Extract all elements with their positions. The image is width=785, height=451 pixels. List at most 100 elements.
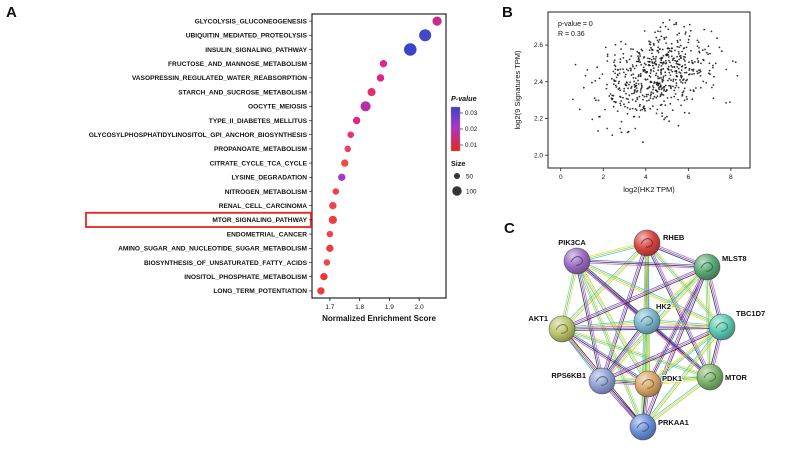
- pathway-label: AMINO_SUGAR_AND_NUCLEOTIDE_SUGAR_METABOL…: [118, 246, 307, 253]
- protein-structure-glyph: [640, 238, 654, 248]
- pathway-label: RENAL_CELL_CARCINOMA: [219, 203, 308, 210]
- x-tick-label: 2.0: [415, 304, 424, 311]
- enrichment-dot: [328, 215, 337, 224]
- enrichment-dot: [323, 259, 331, 266]
- pathway-label: CITRATE_CYCLE_TCA_CYCLE: [210, 160, 308, 167]
- pathway-label: ENDOMETRIAL_CANCER: [227, 231, 307, 238]
- x-tick-label: 1.8: [355, 304, 364, 311]
- network-node-HK2: [633, 307, 661, 335]
- plot-frame: [311, 13, 447, 299]
- pathway-label: STARCH_AND_SUCROSE_METABOLISM: [178, 89, 307, 96]
- enrichment-dot: [376, 74, 385, 82]
- pvalue-tick-label: 0.01: [465, 142, 478, 149]
- protein-structure-glyph: [570, 256, 584, 266]
- panel-c-letter: C: [504, 220, 515, 237]
- network-node-PIK3CA: [563, 247, 591, 275]
- network-node-label: PRKAA1: [658, 418, 689, 427]
- pathway-label: MTOR_SIGNALING_PATHWAY: [212, 217, 307, 224]
- network-node-label: TBC1D7: [736, 309, 765, 318]
- pathway-label: UBIQUITIN_MEDIATED_PROTEOLYSIS: [186, 33, 308, 40]
- enrichment-dot: [352, 116, 361, 125]
- x-tick-label: 1.7: [325, 304, 334, 311]
- x-tick-label: 8: [729, 174, 733, 181]
- network-node-MLST8: [693, 253, 721, 281]
- enrichment-dot: [360, 101, 371, 112]
- protein-structure-glyph: [555, 324, 569, 334]
- enrichment-dot: [347, 131, 354, 138]
- pathway-label: BIOSYNTHESIS_OF_UNSATURATED_FATTY_ACIDS: [144, 260, 308, 267]
- enrichment-dots: [317, 16, 442, 295]
- svg-text:p-value = 0: p-value = 0: [558, 21, 593, 28]
- x-axis-title: log2(HK2 TPM): [623, 185, 675, 194]
- size-legend-title: Size: [451, 159, 465, 168]
- x-axis-title: Normalized Enrichment Score: [322, 314, 436, 323]
- pathway-label: NITROGEN_METABOLISM: [225, 189, 308, 196]
- protein-structure-glyph: [595, 376, 609, 386]
- pathway-labels: GLYCOLYSIS_GLUCONEOGENESIS UBIQUITIN_MEDI…: [89, 18, 312, 295]
- network-node-labels: RHEB PIK3CA MLST8 AKT1 HK2 TBC1D7 RPS6KB1 PDK1 M…: [527, 232, 766, 428]
- enrichment-dotplot-chart: GLYCOLYSIS_GLUCONEOGENESIS UBIQUITIN_MEDI…: [85, 13, 478, 323]
- enrichment-dot: [329, 202, 337, 210]
- network-node-RHEB: [633, 229, 661, 257]
- y-tick-label: 2.4: [534, 79, 543, 86]
- network-node-label: RPS6KB1: [551, 371, 586, 380]
- size-legend-label: 100: [466, 188, 477, 195]
- enrichment-dot: [367, 88, 376, 97]
- network-edges: [560, 241, 724, 429]
- protein-interaction-network: RHEB PIK3CA MLST8 AKT1 HK2 TBC1D7 RPS6KB1 PDK1 M…: [527, 229, 766, 441]
- x-tick-label: 0: [559, 174, 563, 181]
- enrichment-dot: [338, 173, 346, 181]
- pathway-label: GLYCOLYSIS_GLUCONEOGENESIS: [195, 18, 308, 25]
- enrichment-dot: [344, 145, 351, 153]
- panel-a-letter: A: [6, 4, 17, 21]
- pathway-label: GLYCOSYLPHOSPHATIDYLINOSITOL_GPI_ANCHOR_…: [89, 132, 308, 139]
- network-node-label: PDK1: [662, 374, 682, 383]
- protein-structure-glyph: [700, 262, 714, 272]
- pathway-label: PROPANOATE_METABOLISM: [214, 146, 308, 153]
- enrichment-dot: [326, 244, 334, 252]
- protein-structure-glyph: [641, 379, 655, 389]
- pvalue-colorbar: [450, 106, 461, 152]
- network-node-label: AKT1: [528, 314, 548, 323]
- enrichment-dot: [403, 43, 417, 56]
- y-tick-label: 2.2: [534, 116, 543, 123]
- enrichment-dot: [332, 188, 340, 195]
- network-node-label: RHEB: [663, 233, 685, 242]
- stats-annotation: p-value = 0 R = 0.36: [558, 21, 593, 38]
- pathway-label: OOCYTE_MEIOSIS: [248, 104, 308, 111]
- pvalue-legend-title: P-value: [451, 94, 477, 103]
- pathway-label: FRUCTOSE_AND_MANNOSE_METABOLISM: [168, 61, 307, 68]
- enrichment-dot: [317, 287, 325, 295]
- protein-structure-glyph: [703, 372, 717, 382]
- enrichment-dot: [320, 273, 328, 281]
- protein-structure-glyph: [715, 322, 729, 332]
- pathway-label: INOSITOL_PHOSPHATE_METABOLISM: [184, 274, 307, 281]
- network-node-PRKAA1: [629, 413, 657, 441]
- correlation-scatter-chart: 0 2 4 6 8 2.0 2.2 2.4 2.6 log2(HK2 TPM) log2(9 Sig…: [513, 11, 751, 194]
- pathway-label: INSULIN_SIGNALING_PATHWAY: [205, 47, 307, 54]
- network-node-PDK1: [634, 370, 662, 398]
- svg-text:R = 0.36: R = 0.36: [558, 31, 585, 38]
- size-legend-dot: [452, 186, 462, 196]
- scatter-points: [572, 19, 739, 144]
- network-node-label: PIK3CA: [558, 238, 586, 247]
- pathway-label: LONG_TERM_POTENTIATION: [213, 288, 307, 295]
- network-node-label: MTOR: [725, 373, 748, 382]
- y-axis-title: log2(9 Signatures TPM): [513, 50, 522, 130]
- pathway-label: VASOPRESSIN_REGULATED_WATER_REABSORPTION: [132, 75, 307, 82]
- network-node-label: HK2: [656, 302, 671, 311]
- enrichment-dot: [341, 159, 349, 167]
- network-node-TBC1D7: [708, 313, 736, 341]
- size-legend-label: 50: [466, 173, 474, 180]
- x-tick-label: 4: [644, 174, 648, 181]
- x-tick-label: 6: [687, 174, 691, 181]
- enrichment-dot: [379, 60, 388, 68]
- enrichment-dot: [432, 16, 442, 26]
- enrichment-dot: [419, 29, 432, 42]
- pvalue-tick-label: 0.03: [465, 110, 478, 117]
- network-node-RPS6KB1: [588, 367, 616, 395]
- network-node-AKT1: [548, 315, 576, 343]
- size-legend-dot: [454, 173, 460, 179]
- network-node-MTOR: [696, 363, 724, 391]
